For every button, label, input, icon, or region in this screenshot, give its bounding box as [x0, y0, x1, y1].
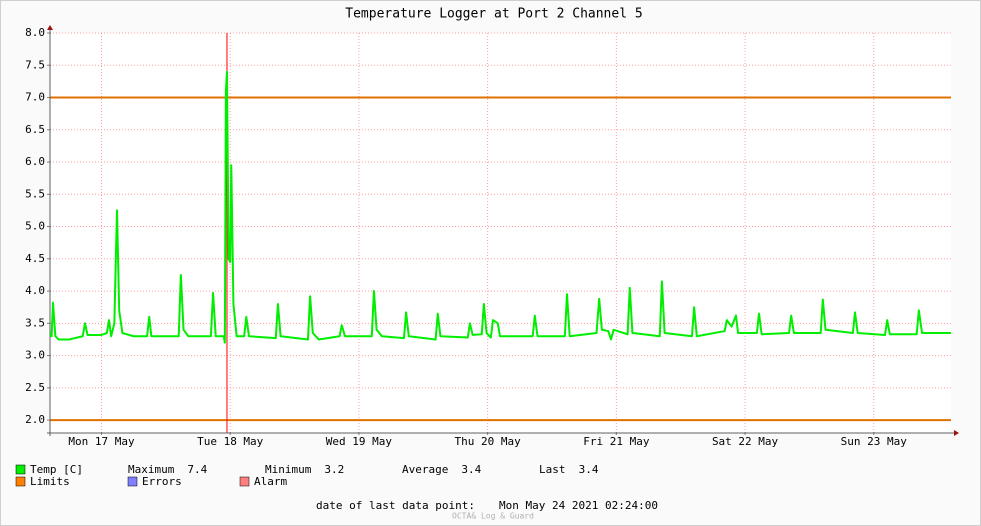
stat-value: 3.4: [461, 463, 481, 476]
y-tick-label: 2.5: [25, 381, 45, 394]
legend-label: Alarm: [254, 475, 287, 488]
y-tick-label: 6.0: [25, 155, 45, 168]
stat-label: Average: [402, 463, 448, 476]
y-tick-label: 7.0: [25, 91, 45, 104]
legend-swatch: [15, 476, 26, 487]
x-axis-arrow: [954, 430, 959, 436]
data-line: [49, 70, 951, 344]
legend-swatch: [15, 464, 26, 475]
watermark: OCTA& Log & Guard: [452, 512, 534, 521]
x-tick-label: Sun 23 May: [841, 435, 908, 448]
y-tick-label: 5.0: [25, 220, 45, 233]
y-tick-label: 6.5: [25, 123, 45, 136]
x-tick-label: Mon 17 May: [68, 435, 135, 448]
stat-value: 7.4: [187, 463, 207, 476]
stat-label: Maximum: [128, 463, 175, 476]
x-tick-label: Wed 19 May: [326, 435, 393, 448]
x-tick-label: Fri 21 May: [583, 435, 650, 448]
y-tick-label: 5.5: [25, 187, 45, 200]
stat-value: 3.4: [579, 463, 599, 476]
legend-swatch: [239, 476, 250, 487]
x-tick-label: Sat 22 May: [712, 435, 779, 448]
stat-value: 3.2: [324, 463, 344, 476]
x-tick-label: Thu 20 May: [455, 435, 522, 448]
y-tick-label: 3.5: [25, 316, 45, 329]
chart-title: Temperature Logger at Port 2 Channel 5: [345, 7, 642, 22]
footer-value: Mon May 24 2021 02:24:00: [499, 499, 658, 512]
footer-label: date of last data point:: [316, 499, 475, 512]
y-tick-label: 4.0: [25, 284, 45, 297]
legend-swatch: [127, 476, 138, 487]
plot-area: [50, 33, 951, 433]
x-tick-label: Tue 18 May: [197, 435, 264, 448]
stat-label: Last: [539, 463, 566, 476]
legend-label: Temp [C]: [30, 463, 83, 476]
legend-label: Errors: [142, 475, 182, 488]
y-tick-label: 2.0: [25, 413, 45, 426]
y-tick-label: 4.5: [25, 252, 45, 265]
stat-label: Minimum: [265, 463, 312, 476]
y-tick-label: 8.0: [25, 26, 45, 39]
legend-label: Limits: [30, 475, 70, 488]
y-tick-label: 7.5: [25, 58, 45, 71]
y-tick-label: 3.0: [25, 349, 45, 362]
y-axis-arrow: [47, 25, 53, 30]
